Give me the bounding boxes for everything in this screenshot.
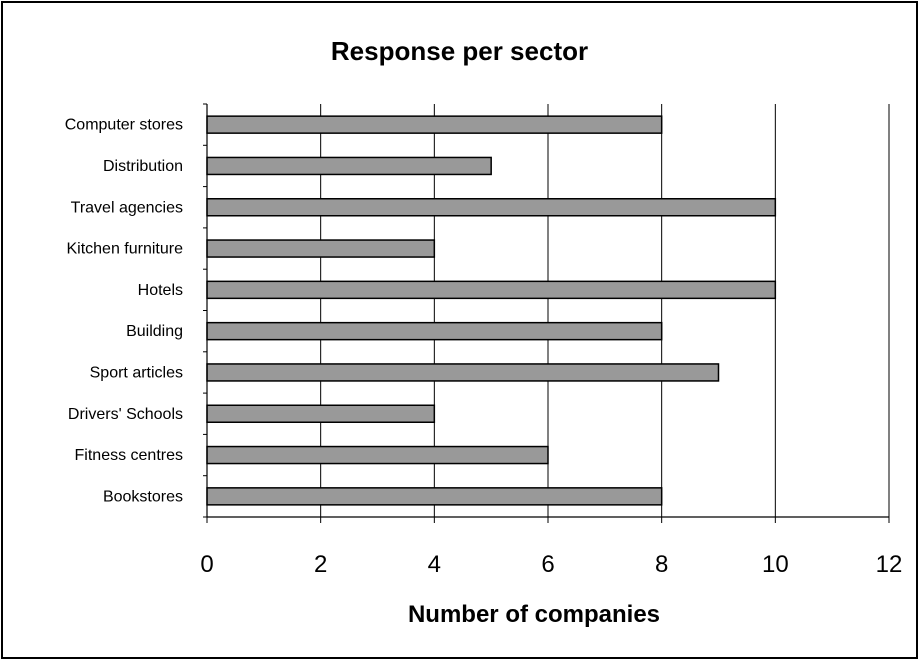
bar: [206, 115, 663, 134]
category-label: Fitness centres: [75, 447, 183, 464]
x-tick-label: 6: [541, 551, 554, 578]
x-tick-label: 10: [762, 551, 789, 578]
bar: [206, 445, 549, 465]
bar: [206, 363, 720, 382]
category-label: Kitchen furniture: [66, 241, 183, 258]
x-tick-label: 12: [876, 551, 903, 578]
category-label: Building: [126, 323, 183, 340]
x-tick-label: 4: [428, 551, 441, 578]
x-tick-label: 2: [314, 551, 327, 578]
bar: [206, 487, 663, 506]
category-label: Distribution: [103, 158, 183, 175]
bar: [206, 198, 777, 217]
category-label: Computer stores: [65, 117, 183, 134]
bar: [206, 321, 663, 341]
bar: [206, 404, 436, 423]
x-tick-label: 8: [655, 551, 668, 578]
bars: [206, 115, 777, 506]
category-label: Sport articles: [90, 364, 183, 381]
bar: [206, 280, 777, 300]
category-labels: Computer stores Distribution Travel agenci…: [65, 117, 183, 506]
axes: [203, 103, 890, 523]
category-label: Hotels: [138, 282, 183, 299]
bar: [206, 156, 492, 176]
bar: [206, 239, 436, 258]
chart-title: Response per sector: [330, 36, 589, 66]
x-tick-label: 0: [200, 551, 213, 578]
category-label: Bookstores: [103, 488, 183, 505]
x-axis-title: Number of companies: [408, 601, 660, 628]
category-label: Drivers' Schools: [68, 406, 183, 423]
x-tick-labels: 0 2 4 6 8 10 12: [200, 551, 902, 578]
category-label: Travel agencies: [71, 199, 183, 216]
